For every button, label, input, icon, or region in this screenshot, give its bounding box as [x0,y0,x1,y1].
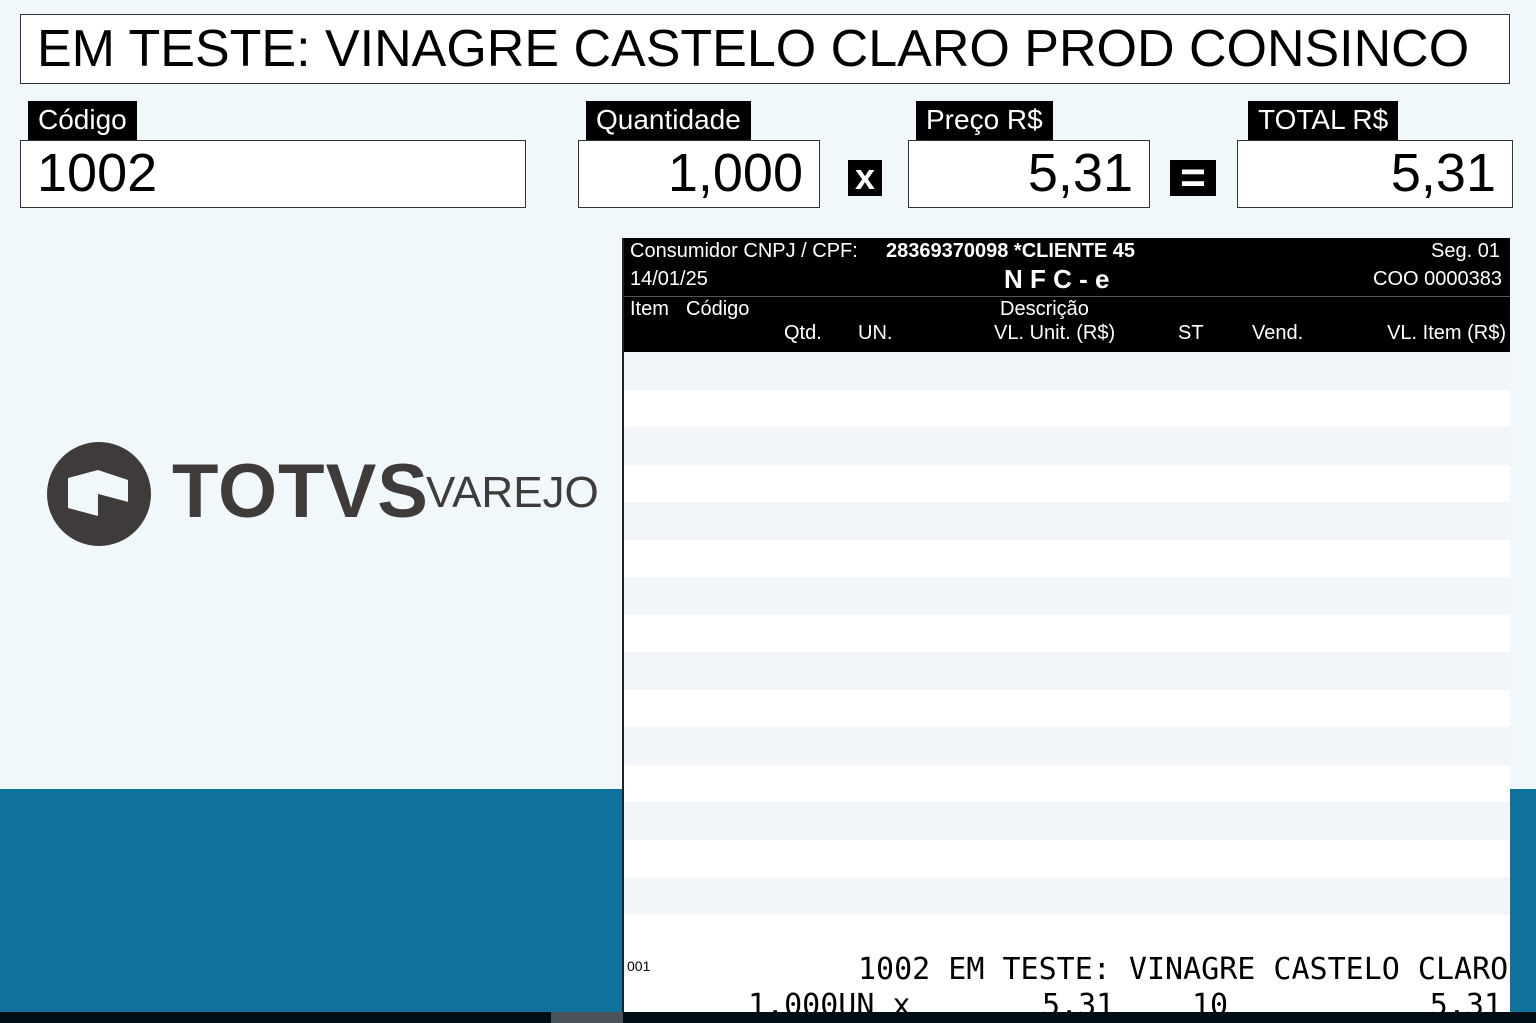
col-un: UN. [858,322,893,344]
col-vl-unit: VL. Unit. (R$) [994,322,1116,344]
col-item: Item [630,298,669,320]
item-description: 1002 EM TESTE: VINAGRE CASTELO CLARO [858,952,1509,987]
item-qty-un: 1,000UN x [748,988,911,1013]
item-number: 001 [627,958,651,974]
receipt-empty-rows [624,352,1510,952]
horizontal-scrollbar[interactable] [0,1012,1536,1023]
col-vl-item: VL. Item (R$) [1387,322,1506,344]
quantidade-input[interactable]: 1,000 [578,140,820,208]
preco-label: Preço R$ [916,101,1053,141]
coo-label: COO 0000383 [1373,268,1502,290]
receipt-item-row[interactable]: 001 1002 EM TESTE: VINAGRE CASTELO CLARO… [624,952,1510,1013]
item-total: 5,31 [1429,988,1502,1013]
codigo-input[interactable]: 1002 [20,140,526,208]
accent-panel-right [1510,789,1536,1013]
preco-input[interactable]: 5,31 [908,140,1150,208]
totvs-varejo-logo: TOTVS VAREJO [46,440,599,555]
header-divider [624,296,1510,297]
receipt-date: 14/01/25 [630,268,708,290]
consumer-label: Consumidor CNPJ / CPF: [630,240,858,262]
total-display: 5,31 [1237,140,1513,208]
logo-brand: TOTVS [172,449,429,534]
col-descricao: Descrição [1000,298,1089,320]
product-description-display: EM TESTE: VINAGRE CASTELO CLARO PROD CON… [20,14,1510,84]
receipt-header: Consumidor CNPJ / CPF: 28369370098 *CLIE… [624,238,1510,352]
col-vend: Vend. [1252,322,1304,344]
item-unit-price: 5,31 [1042,988,1115,1013]
col-qtd: Qtd. [784,322,822,344]
codigo-label: Código [28,101,137,141]
doc-type: N F C - e [1004,264,1110,294]
total-label: TOTAL R$ [1248,101,1399,141]
quantidade-label: Quantidade [586,101,751,141]
consumer-value: 28369370098 *CLIENTE 45 [886,240,1136,262]
col-codigo: Código [686,298,750,320]
equals-icon: = [1170,156,1216,200]
totvs-logo-icon [47,442,151,546]
product-description: EM TESTE: VINAGRE CASTELO CLARO PROD CON… [37,20,1470,78]
logo-product: VAREJO [426,468,599,517]
seg-label: Seg. 01 [1431,240,1500,262]
accent-panel [0,789,622,1013]
col-st: ST [1178,322,1204,344]
multiply-icon: x [848,159,882,196]
item-st: 10 [1192,988,1229,1013]
receipt-panel: Consumidor CNPJ / CPF: 28369370098 *CLIE… [622,238,1510,1013]
scrollbar-thumb[interactable] [551,1012,623,1023]
